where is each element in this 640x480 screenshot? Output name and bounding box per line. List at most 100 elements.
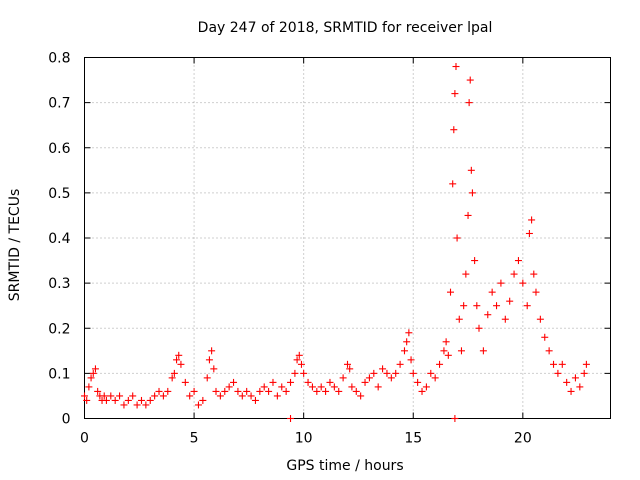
data-point [190, 387, 198, 395]
data-point [221, 387, 229, 395]
data-point [330, 383, 338, 391]
data-point [102, 396, 110, 404]
data-point [260, 383, 268, 391]
data-points [81, 63, 590, 422]
data-point [304, 378, 312, 386]
data-point [365, 374, 373, 382]
data-point [300, 369, 308, 377]
axis-ticks: 0 0.1 0.2 0.3 0.4 0.5 0.6 0.7 0.8 0 5 10 15 20 [48, 51, 611, 447]
data-point [545, 347, 553, 355]
data-point [550, 360, 558, 368]
data-point [536, 315, 544, 323]
data-point [256, 387, 264, 395]
data-point [493, 302, 501, 310]
data-point [460, 302, 468, 310]
data-point [346, 365, 354, 373]
data-point [216, 392, 224, 400]
data-point [374, 383, 382, 391]
data-point [464, 211, 472, 219]
x-tick-label: 20 [514, 431, 532, 447]
data-point [111, 396, 119, 404]
data-point [510, 270, 518, 278]
data-point [418, 387, 426, 395]
data-point [370, 369, 378, 377]
data-point [238, 392, 246, 400]
data-point [528, 216, 536, 224]
data-point [210, 365, 218, 373]
data-point [164, 387, 172, 395]
data-point [383, 369, 391, 377]
data-point [85, 383, 93, 391]
data-point [462, 270, 470, 278]
data-point [313, 387, 321, 395]
data-point [293, 356, 301, 364]
data-point [205, 356, 213, 364]
y-tick-label: 0.2 [48, 321, 70, 337]
data-point [567, 387, 575, 395]
data-point [475, 324, 483, 332]
data-point [427, 369, 435, 377]
data-point [563, 378, 571, 386]
y-axis-label: SRMTID / TECUs [7, 189, 23, 302]
data-point [558, 360, 566, 368]
y-tick-label: 0.6 [48, 141, 70, 157]
data-point [532, 288, 540, 296]
data-point [457, 347, 465, 355]
x-tick-label: 15 [404, 431, 422, 447]
data-point [554, 369, 562, 377]
data-point [379, 365, 387, 373]
y-tick-label: 0 [62, 412, 71, 428]
data-point [91, 365, 99, 373]
x-tick-label: 5 [190, 431, 199, 447]
data-point [335, 387, 343, 395]
y-tick-label: 0.4 [48, 231, 70, 247]
data-point [580, 369, 588, 377]
data-point [225, 383, 233, 391]
data-point [449, 180, 457, 188]
data-point [83, 396, 91, 404]
data-point [181, 378, 189, 386]
data-point [175, 351, 183, 359]
data-point [440, 347, 448, 355]
data-point [357, 392, 365, 400]
data-point [251, 396, 259, 404]
data-point [484, 311, 492, 319]
data-point [471, 257, 479, 265]
data-point [287, 415, 295, 422]
data-point [571, 374, 579, 382]
data-point [442, 338, 450, 346]
y-tick-label: 0.5 [48, 186, 70, 202]
data-point [431, 374, 439, 382]
data-point [525, 229, 533, 237]
data-point [269, 378, 277, 386]
data-point [94, 387, 102, 395]
data-point [514, 257, 522, 265]
data-point [173, 356, 181, 364]
data-point [326, 378, 334, 386]
data-point [116, 392, 124, 400]
x-tick-label: 10 [295, 431, 313, 447]
data-point [243, 387, 251, 395]
data-point [530, 270, 538, 278]
data-point [444, 351, 452, 359]
data-point [479, 347, 487, 355]
data-point [177, 360, 185, 368]
data-point [450, 126, 458, 134]
data-point [295, 351, 303, 359]
data-point [452, 63, 460, 71]
data-point [451, 415, 459, 422]
data-point [455, 315, 463, 323]
data-point [199, 396, 207, 404]
data-point [194, 401, 202, 409]
data-point [403, 338, 411, 346]
data-point [247, 392, 255, 400]
data-point [541, 333, 549, 341]
y-tick-label: 0.3 [48, 276, 70, 292]
data-point [414, 378, 422, 386]
data-point [208, 347, 216, 355]
data-point [488, 288, 496, 296]
data-point [308, 383, 316, 391]
data-point [523, 302, 531, 310]
data-point [453, 234, 461, 242]
